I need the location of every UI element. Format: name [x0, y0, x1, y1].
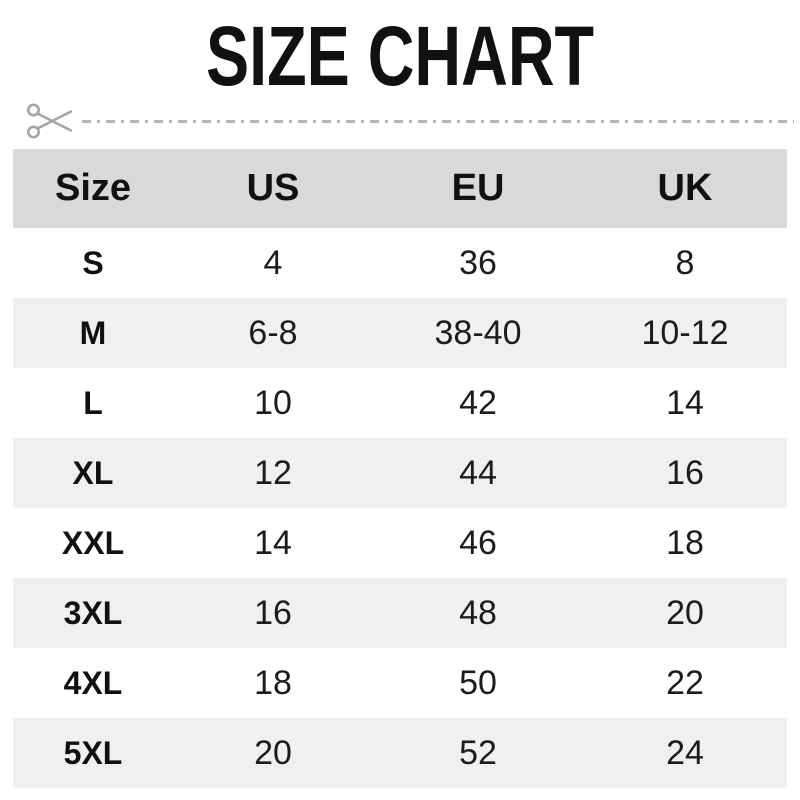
cell-uk-value: 20 [666, 593, 704, 632]
cell-size-label: XXL [61, 524, 125, 561]
cell-uk-value: 16 [666, 453, 704, 492]
cut-line [0, 100, 800, 142]
table-row-4xl: 4XL 18 50 22 [13, 648, 787, 718]
cell-uk-value: 8 [675, 243, 695, 282]
cell-eu-value: 50 [459, 663, 497, 702]
cell-eu-value: 36 [459, 243, 497, 282]
dashed-cut-line [82, 119, 794, 123]
page-title: SIZE CHART [0, 9, 800, 103]
table-row-xxl: XXL 14 46 18 [13, 508, 787, 578]
cell-size-label: 5XL [63, 734, 123, 771]
cell-size-label: L [83, 384, 103, 421]
cell-us-value: 18 [254, 663, 292, 702]
cell-uk-value: 18 [666, 523, 704, 562]
table-row-3xl: 3XL 16 48 20 [13, 578, 787, 648]
cell-us-value: 20 [254, 733, 292, 772]
cell-us-value: 14 [254, 523, 292, 562]
size-table: Size US EU UK S 4 36 8 M 6-8 38-40 10-12… [13, 149, 787, 788]
cell-eu-value: 46 [459, 523, 497, 562]
cell-us-value: 6-8 [248, 313, 298, 352]
cell-size-label: 4XL [63, 664, 123, 701]
scissors-icon [27, 103, 73, 139]
table-row-xl: XL 12 44 16 [13, 438, 787, 508]
cell-eu-value: 38-40 [434, 313, 522, 352]
table-row-5xl: 5XL 20 52 24 [13, 718, 787, 788]
size-chart-page: SIZE CHART Size US EU UK S 4 36 8 M 6-8 … [0, 9, 800, 800]
table-row-s: S 4 36 8 [13, 228, 787, 298]
cell-us-value: 10 [254, 383, 292, 422]
cell-size-label: S [82, 244, 104, 281]
cell-eu-value: 42 [459, 383, 497, 422]
cell-uk-value: 10-12 [641, 313, 729, 352]
cell-eu-value: 52 [459, 733, 497, 772]
cell-size-label: XL [72, 454, 114, 491]
table-header-row: Size US EU UK [13, 149, 787, 228]
column-header-us: US [246, 167, 300, 209]
cell-us-value: 12 [254, 453, 292, 492]
table-row-m: M 6-8 38-40 10-12 [13, 298, 787, 368]
column-header-uk: UK [657, 167, 713, 209]
cell-size-label: M [79, 314, 107, 351]
cell-uk-value: 14 [666, 383, 704, 422]
column-header-eu: EU [451, 167, 505, 209]
cell-uk-value: 24 [666, 733, 704, 772]
cell-us-value: 4 [263, 243, 283, 282]
page-title-text: SIZE CHART [205, 9, 595, 103]
cell-us-value: 16 [254, 593, 292, 632]
column-header-size: Size [54, 167, 132, 209]
cell-eu-value: 44 [459, 453, 497, 492]
cell-uk-value: 22 [666, 663, 704, 702]
table-row-l: L 10 42 14 [13, 368, 787, 438]
cell-eu-value: 48 [459, 593, 497, 632]
cell-size-label: 3XL [63, 594, 123, 631]
